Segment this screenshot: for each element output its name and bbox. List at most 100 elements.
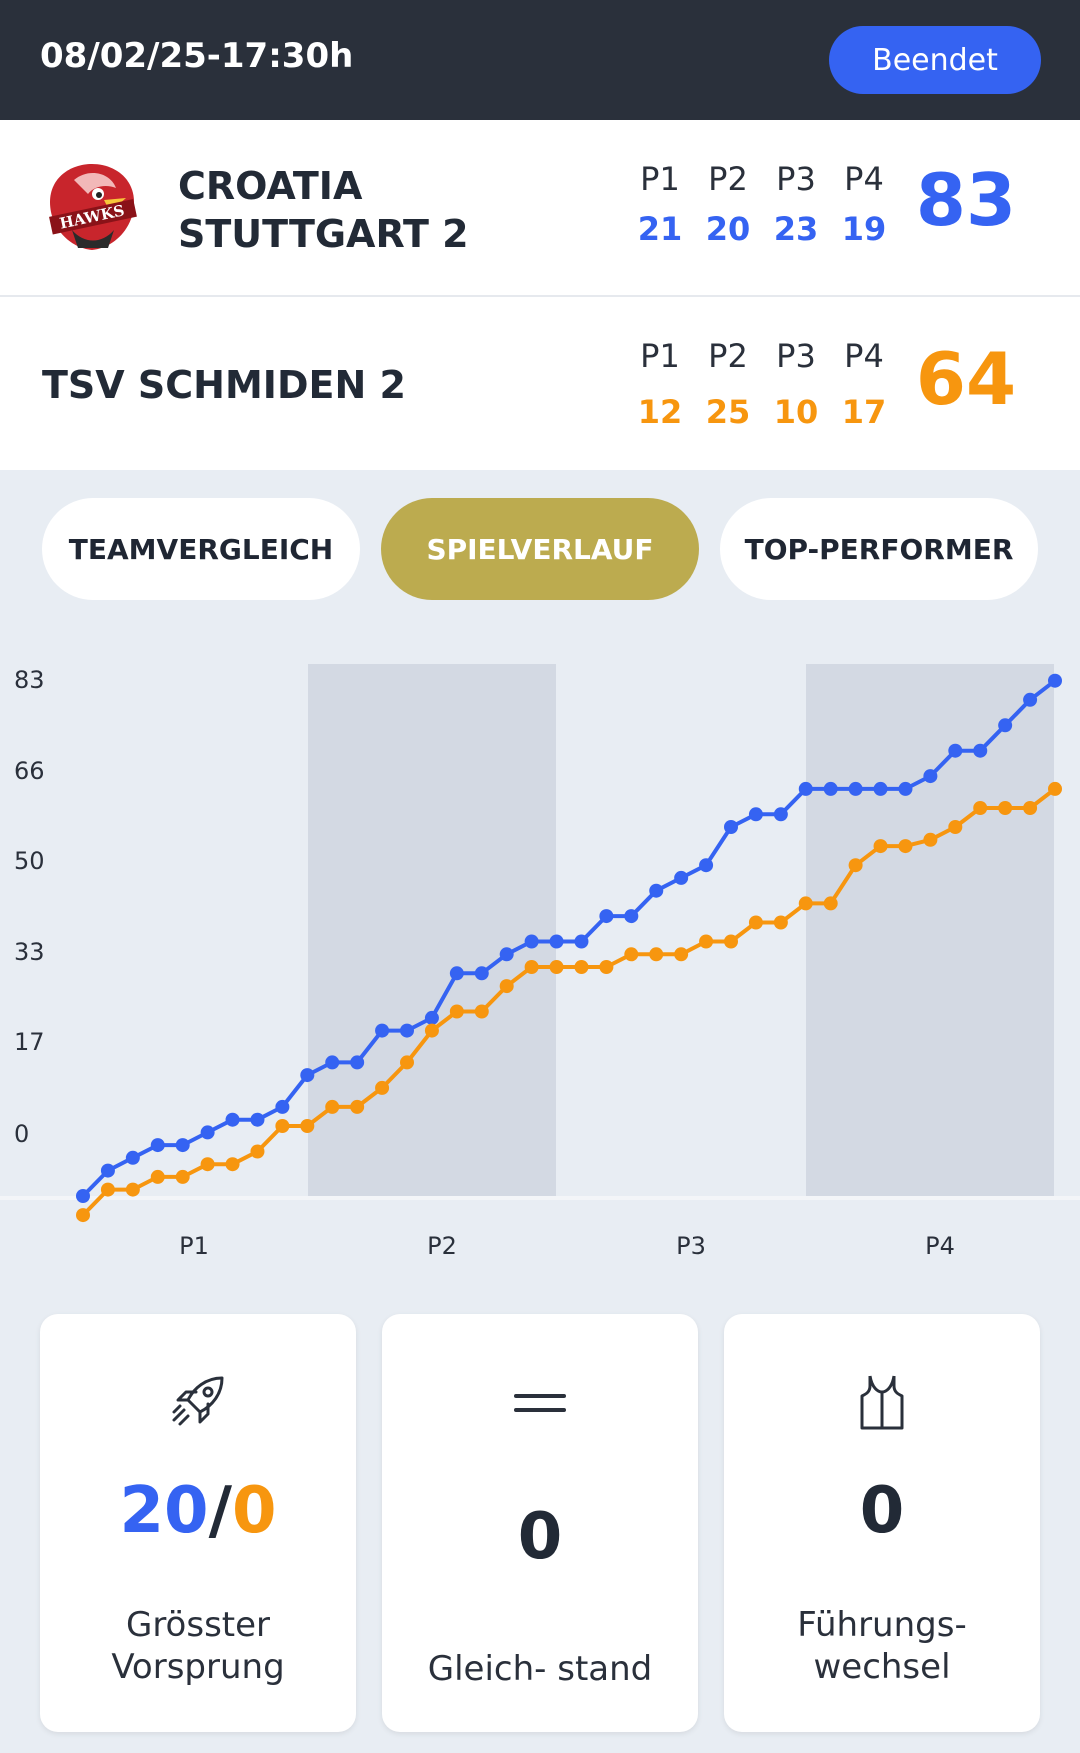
data-point bbox=[724, 934, 738, 949]
data-point bbox=[724, 820, 738, 834]
data-point bbox=[400, 1023, 414, 1038]
data-point bbox=[1023, 692, 1038, 707]
data-point bbox=[325, 1099, 340, 1114]
data-point bbox=[549, 934, 564, 949]
data-point bbox=[798, 896, 813, 911]
data-point bbox=[325, 1055, 340, 1070]
data-point bbox=[200, 1125, 215, 1140]
y-tick-label: 83 bbox=[14, 666, 45, 694]
data-point bbox=[424, 1010, 439, 1025]
data-point bbox=[624, 909, 639, 924]
data-point bbox=[773, 915, 788, 930]
data-point bbox=[549, 960, 564, 974]
game-flow-chart: 83 66 50 33 17 0 P1 P2 P3 P4 bbox=[0, 664, 1080, 1260]
data-point bbox=[848, 781, 863, 796]
data-point bbox=[649, 947, 664, 962]
tab-bar: TEAMVERGLEICH SPIELVERLAUF TOP-PERFORMER bbox=[0, 470, 1080, 610]
home-period-score: 23 bbox=[773, 210, 819, 248]
home-period-score: 21 bbox=[637, 210, 683, 248]
home-period-label: P4 bbox=[844, 160, 884, 198]
data-point bbox=[150, 1138, 165, 1153]
data-point bbox=[499, 979, 514, 994]
away-team-name[interactable]: TSV SCHMIDEN 2 bbox=[42, 363, 406, 407]
x-period-label: P3 bbox=[676, 1232, 706, 1260]
home-team-name[interactable]: CROATIA STUTTGART 2 bbox=[178, 162, 469, 258]
data-point bbox=[474, 1004, 489, 1019]
data-point bbox=[449, 1004, 464, 1019]
game-datetime: 08/02/25-17:30h bbox=[40, 36, 354, 76]
data-point bbox=[375, 1080, 390, 1095]
lead-changes-value: 0 bbox=[859, 1474, 905, 1548]
biggest-lead-home: 20 bbox=[119, 1474, 209, 1548]
card-lead-changes: 0 Führungs- wechsel bbox=[724, 1314, 1040, 1732]
data-point bbox=[300, 1119, 315, 1133]
data-point bbox=[898, 839, 913, 854]
top-bar: 08/02/25-17:30h Beendet bbox=[0, 0, 1080, 120]
data-point bbox=[150, 1169, 165, 1184]
data-point bbox=[674, 947, 689, 962]
data-point bbox=[125, 1150, 140, 1165]
tab-teamvergleich[interactable]: TEAMVERGLEICH bbox=[42, 498, 360, 600]
y-tick-label: 66 bbox=[14, 757, 45, 785]
data-point bbox=[674, 870, 689, 885]
away-period-score: 12 bbox=[637, 393, 683, 431]
data-point bbox=[898, 781, 913, 796]
away-period-label: P3 bbox=[776, 337, 816, 375]
data-point bbox=[748, 807, 763, 822]
series-line bbox=[81, 787, 1057, 1217]
card-ties: 0 Gleich- stand bbox=[382, 1314, 698, 1732]
away-period-score: 10 bbox=[773, 393, 819, 431]
home-team-name-line1: CROATIA bbox=[178, 164, 363, 208]
data-point bbox=[300, 1068, 315, 1083]
ties-label: Gleich- stand bbox=[427, 1649, 653, 1689]
tab-top-performer[interactable]: TOP-PERFORMER bbox=[720, 498, 1038, 600]
away-team-row[interactable]: TSV SCHMIDEN 2 P1 P2 P3 P4 12 25 10 17 6… bbox=[0, 297, 1080, 470]
data-point bbox=[449, 966, 464, 981]
ties-value: 0 bbox=[517, 1500, 563, 1574]
tab-spielverlauf[interactable]: SPIELVERLAUF bbox=[381, 498, 699, 600]
y-tick-label: 33 bbox=[14, 938, 45, 966]
away-period-label: P4 bbox=[844, 337, 884, 375]
lead-changes-label-line2: wechsel bbox=[813, 1647, 951, 1687]
data-point bbox=[76, 1189, 90, 1203]
data-point bbox=[499, 947, 514, 962]
data-point bbox=[998, 718, 1013, 733]
data-point bbox=[574, 934, 589, 949]
away-period-score: 17 bbox=[841, 393, 887, 431]
away-period-score: 25 bbox=[705, 393, 751, 431]
data-point bbox=[100, 1163, 115, 1178]
biggest-lead-value: 20/0 bbox=[40, 1474, 356, 1548]
data-point bbox=[998, 801, 1013, 815]
data-point bbox=[823, 781, 838, 796]
home-total-score: 83 bbox=[915, 158, 1017, 242]
biggest-lead-label-line1: Grösster bbox=[125, 1605, 271, 1645]
data-point bbox=[574, 960, 589, 974]
data-point bbox=[474, 966, 489, 981]
x-period-label: P1 bbox=[179, 1232, 209, 1260]
data-point bbox=[200, 1157, 215, 1172]
data-point bbox=[873, 839, 888, 854]
data-point bbox=[375, 1023, 390, 1038]
data-point bbox=[424, 1023, 439, 1038]
data-point bbox=[524, 934, 539, 949]
data-point bbox=[225, 1112, 240, 1127]
equals-icon bbox=[514, 1394, 566, 1412]
data-point bbox=[923, 769, 938, 784]
biggest-lead-separator: / bbox=[208, 1474, 232, 1548]
data-point bbox=[923, 832, 938, 847]
data-point bbox=[76, 1208, 90, 1223]
data-point bbox=[1023, 801, 1038, 815]
home-team-row[interactable]: HAWKS CROATIA STUTTGART 2 P1 P2 P3 P4 21… bbox=[0, 120, 1080, 297]
jersey-icon bbox=[860, 1375, 904, 1430]
away-total-score: 64 bbox=[915, 337, 1017, 421]
data-point bbox=[350, 1099, 365, 1114]
status-button[interactable]: Beendet bbox=[829, 26, 1041, 94]
data-point bbox=[599, 960, 614, 974]
data-point bbox=[973, 743, 988, 758]
x-period-label: P2 bbox=[427, 1232, 457, 1260]
biggest-lead-label-line2: Vorsprung bbox=[111, 1647, 285, 1687]
home-team-name-line2: STUTTGART 2 bbox=[178, 212, 469, 256]
data-point bbox=[823, 896, 838, 911]
y-tick-label: 17 bbox=[14, 1028, 45, 1056]
rocket-icon bbox=[172, 1376, 224, 1426]
